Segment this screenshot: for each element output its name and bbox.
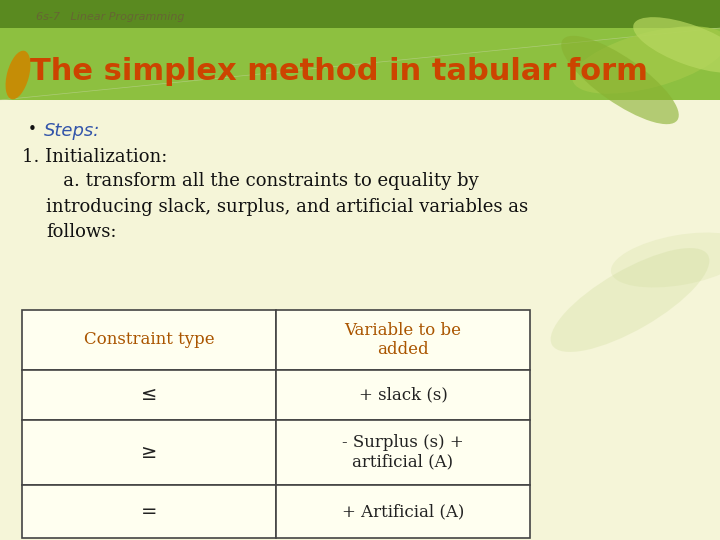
Ellipse shape: [6, 51, 30, 99]
Bar: [0, 0, 720, 28]
Text: a. transform all the constraints to equality by
introducing slack, surplus, and : a. transform all the constraints to equa…: [46, 172, 528, 241]
Bar: [22, 310, 276, 370]
Text: =: =: [140, 502, 157, 521]
Text: •: •: [28, 122, 37, 137]
Text: 1. Initialization:: 1. Initialization:: [22, 148, 167, 166]
Text: 6s-7   Linear Programming: 6s-7 Linear Programming: [36, 12, 184, 22]
Text: + slack (s): + slack (s): [359, 387, 447, 403]
Text: - Surplus (s) +
artificial (A): - Surplus (s) + artificial (A): [342, 434, 464, 471]
Text: + Artificial (A): + Artificial (A): [342, 503, 464, 520]
Ellipse shape: [572, 26, 720, 93]
Text: Variable to be
added: Variable to be added: [344, 322, 462, 359]
Bar: [0, 28, 720, 100]
Ellipse shape: [611, 233, 720, 287]
Text: ≥: ≥: [141, 443, 157, 462]
Bar: [276, 485, 530, 538]
Bar: [22, 370, 276, 420]
Bar: [276, 310, 530, 370]
Bar: [22, 485, 276, 538]
Text: ≤: ≤: [141, 386, 157, 404]
Ellipse shape: [551, 248, 709, 352]
Ellipse shape: [561, 36, 679, 124]
Text: Constraint type: Constraint type: [84, 332, 215, 348]
Bar: [22, 420, 276, 485]
Text: The simplex method in tabular form: The simplex method in tabular form: [30, 57, 648, 86]
Ellipse shape: [633, 17, 720, 73]
Bar: [276, 420, 530, 485]
Text: Steps:: Steps:: [44, 122, 100, 140]
Bar: [276, 370, 530, 420]
